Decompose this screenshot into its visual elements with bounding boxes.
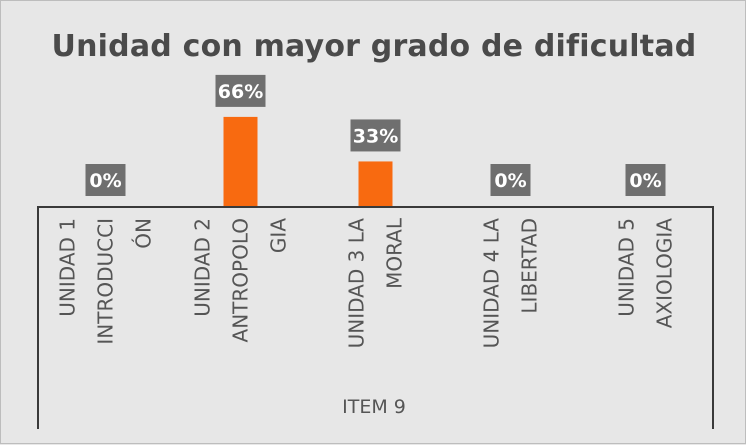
category-label-3: UNIDAD 3 LA MORAL (345, 217, 407, 348)
category-label-line: MORAL (383, 217, 407, 289)
data-label-3: 33% (350, 119, 401, 152)
category-label-1: UNIDAD 1 INTRODUCCI ÓN (56, 218, 156, 345)
category-label-line: ANTROPOLO (229, 218, 253, 342)
category-label-2: UNIDAD 2 ANTROPOLO GIA (191, 218, 291, 343)
category-label-4: UNIDAD 4 LA LIBERTAD (480, 218, 542, 349)
data-label-text: 0% (494, 170, 526, 192)
data-label-background (490, 164, 531, 196)
category-label-line: GIA (267, 218, 291, 253)
data-label-text: 66% (218, 81, 263, 103)
category-label-line: UNIDAD 2 (191, 218, 215, 317)
data-label-text: 0% (89, 170, 121, 192)
data-label-2: 66% (215, 74, 266, 107)
x-axis-title: ITEM 9 (342, 396, 406, 418)
bar-3 (358, 161, 393, 206)
data-label-1: 0% (85, 164, 126, 196)
data-label-background (215, 74, 266, 107)
category-label-line: UNIDAD 5 (615, 218, 639, 317)
chart-title: Unidad con mayor grado de dificultad (51, 29, 697, 64)
data-label-5: 0% (625, 164, 666, 196)
category-label-line: LIBERTAD (518, 218, 542, 314)
bar-2 (223, 116, 258, 206)
category-axis-bracket (37, 206, 714, 429)
category-label-line: AXIOLOGIA (653, 218, 677, 329)
data-label-text: 0% (629, 170, 661, 192)
data-label-background (350, 119, 401, 152)
category-label-5: UNIDAD 5 AXIOLOGIA (615, 218, 677, 329)
category-label-line: UNIDAD 3 LA (345, 218, 369, 349)
category-label-line: INTRODUCCI (94, 218, 118, 345)
category-label-line: UNIDAD 1 (56, 218, 80, 317)
category-label-line: UNIDAD 4 LA (480, 218, 504, 349)
data-label-4: 0% (490, 164, 531, 196)
data-label-background (625, 164, 666, 196)
data-label-background (85, 164, 126, 196)
data-label-text: 33% (353, 125, 398, 147)
category-label-line: ÓN (132, 218, 156, 249)
